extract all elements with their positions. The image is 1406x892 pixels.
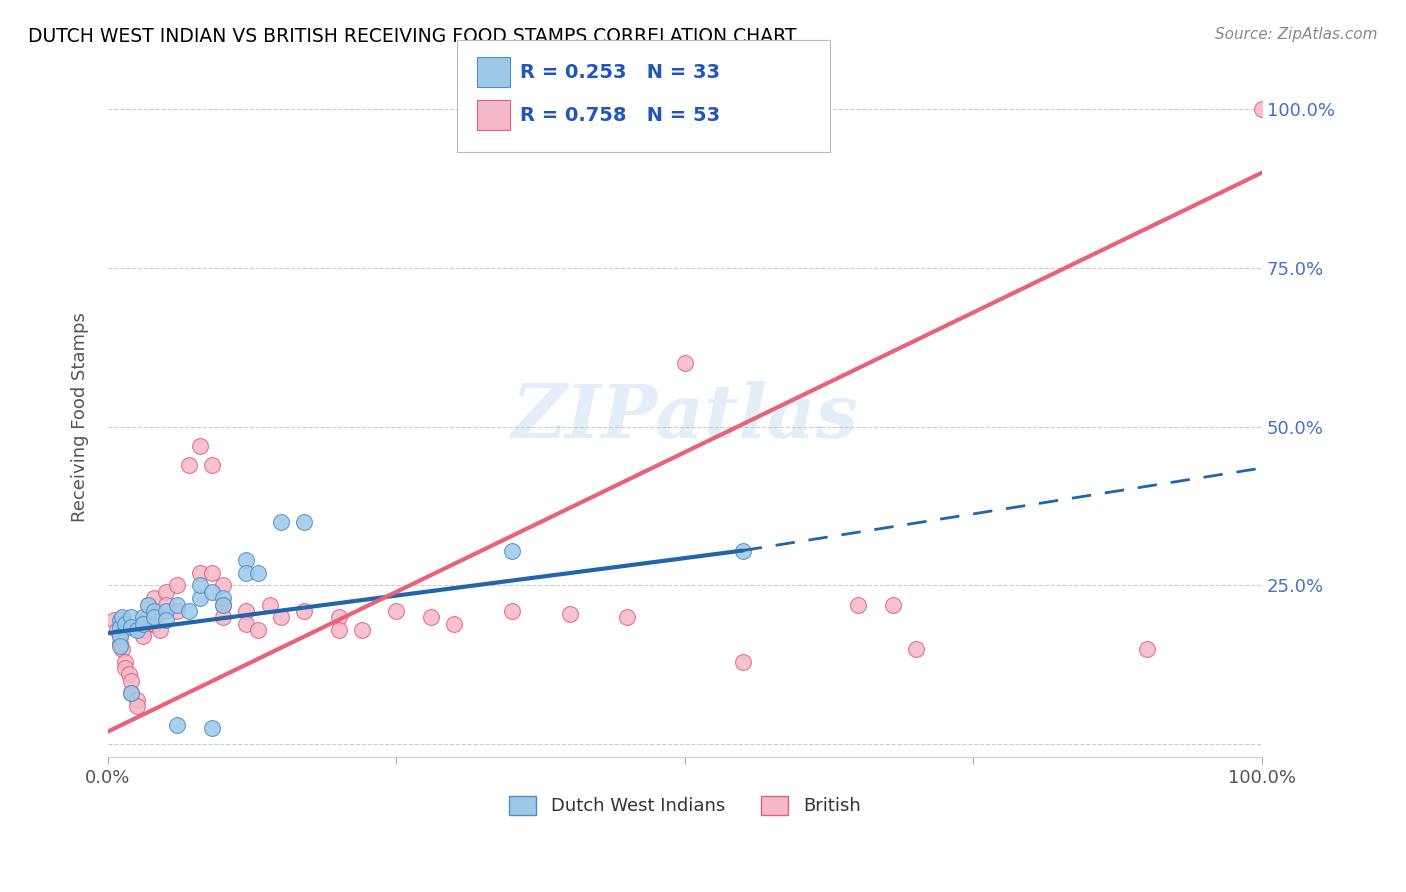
Point [125, 699, 148, 714]
Point [125, 693, 148, 707]
Point [131, 610, 153, 624]
Point [114, 655, 136, 669]
Point [108, 629, 131, 643]
Point [120, 610, 142, 624]
Point [111, 642, 134, 657]
Text: Source: ZipAtlas.com: Source: ZipAtlas.com [1215, 27, 1378, 42]
Text: R = 0.253   N = 33: R = 0.253 N = 33 [520, 62, 720, 82]
Point [846, 598, 869, 612]
Point [143, 610, 166, 624]
Y-axis label: Receiving Food Stamps: Receiving Food Stamps [72, 312, 89, 522]
Point [558, 607, 581, 621]
Point [108, 635, 131, 649]
Point [1251, 102, 1274, 116]
Text: ZIPatlas: ZIPatlas [512, 381, 859, 453]
Point [108, 629, 131, 643]
Point [138, 598, 160, 612]
Point [138, 610, 160, 624]
Point [443, 616, 465, 631]
Point [201, 458, 224, 472]
Point [188, 578, 211, 592]
Point [201, 584, 224, 599]
Point [188, 591, 211, 606]
Point [114, 616, 136, 631]
Point [120, 686, 142, 700]
Point [131, 616, 153, 631]
Point [235, 553, 257, 567]
Legend: Dutch West Indians, British: Dutch West Indians, British [502, 789, 868, 822]
Point [103, 614, 125, 628]
Point [259, 598, 281, 612]
Point [235, 604, 257, 618]
Text: DUTCH WEST INDIAN VS BRITISH RECEIVING FOOD STAMPS CORRELATION CHART: DUTCH WEST INDIAN VS BRITISH RECEIVING F… [28, 27, 797, 45]
Point [212, 610, 235, 624]
Point [292, 515, 315, 529]
Point [882, 598, 904, 612]
Point [111, 610, 134, 624]
Text: R = 0.758   N = 53: R = 0.758 N = 53 [520, 105, 720, 125]
Point [120, 686, 142, 700]
Point [246, 566, 269, 580]
Point [328, 610, 350, 624]
Point [155, 598, 177, 612]
Point [125, 623, 148, 637]
Point [270, 610, 292, 624]
Point [385, 604, 408, 618]
Point [166, 578, 188, 592]
Point [212, 578, 235, 592]
Point [501, 543, 523, 558]
Point [166, 718, 188, 732]
Point [166, 604, 188, 618]
Point [501, 604, 523, 618]
Point [120, 620, 142, 634]
Point [420, 610, 443, 624]
Point [155, 584, 177, 599]
Point [235, 566, 257, 580]
Point [292, 604, 315, 618]
Point [143, 616, 166, 631]
Point [731, 543, 754, 558]
Point [108, 639, 131, 653]
Point [188, 566, 211, 580]
Point [131, 629, 153, 643]
Point [155, 614, 177, 628]
Point [212, 591, 235, 606]
Point [188, 439, 211, 453]
Point [350, 623, 373, 637]
Point [177, 604, 200, 618]
Point [166, 598, 188, 612]
Point [143, 604, 166, 618]
Point [143, 591, 166, 606]
Point [731, 655, 754, 669]
Point [177, 458, 200, 472]
Point [201, 566, 224, 580]
Point [114, 661, 136, 675]
Point [105, 623, 128, 637]
Point [246, 623, 269, 637]
Point [235, 616, 257, 631]
Point [616, 610, 638, 624]
Point [904, 642, 927, 657]
Point [212, 598, 235, 612]
Point [270, 515, 292, 529]
Point [201, 722, 224, 736]
Point [212, 598, 235, 612]
Point [673, 356, 696, 370]
Point [120, 673, 142, 688]
Point [138, 598, 160, 612]
Point [149, 623, 172, 637]
Point [131, 623, 153, 637]
Point [155, 604, 177, 618]
Point [328, 623, 350, 637]
Point [118, 667, 141, 681]
Point [108, 620, 131, 634]
Point [1135, 642, 1157, 657]
Point [108, 614, 131, 628]
